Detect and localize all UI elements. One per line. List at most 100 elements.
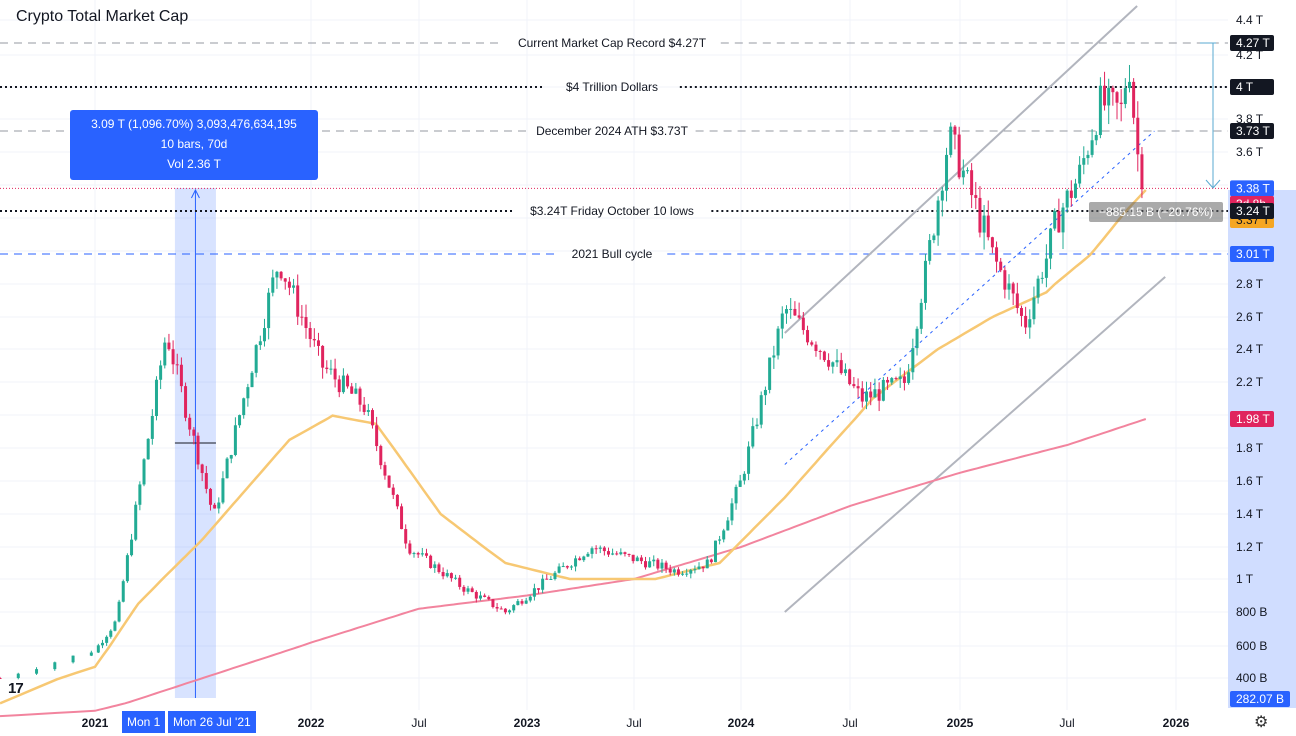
price-label: 3.24 T [1236,204,1270,218]
candle-body [1032,297,1036,320]
candle-body [196,435,200,465]
candle-body [163,342,167,366]
candle-body [470,588,474,592]
time-tick-label: 2021 [82,716,109,730]
candle-body [1003,270,1007,290]
candle-body [701,566,705,569]
candle-body [250,372,254,388]
candle-body [113,621,117,631]
time-tick-label: 2024 [728,716,755,730]
candle-body [923,260,927,303]
candle-body [1069,190,1073,198]
measure-tooltip: 3.09 T (1,096.70%) 3,093,476,634,195 10 … [70,110,318,180]
candle-body [130,539,134,556]
price-label: 4 T [1236,80,1254,94]
price-tick-label: 4.2 T [1236,48,1264,62]
candle-body [491,599,495,608]
candle-body [483,595,487,597]
candle-body [644,561,648,568]
candle-body [341,375,345,393]
candle-body [919,302,923,329]
price-tick-label: 800 B [1236,605,1267,619]
price-tick-label: 2.8 T [1236,277,1264,291]
candle-body [734,486,738,504]
candle-body [1094,135,1098,141]
candle-body [1078,164,1082,184]
candle-body [279,271,283,279]
candle-body [1107,87,1111,106]
measure-range-highlight [174,188,1296,708]
candle-body [936,200,940,236]
candle-body [978,197,982,233]
candle-body [751,426,755,447]
candle-body [582,556,586,561]
candle-body [408,543,412,554]
candle-body [304,317,308,329]
candle-body [312,339,316,341]
candle-body [932,235,936,241]
candle-body [602,547,606,552]
candle-body [869,391,873,398]
candle-body [822,351,826,361]
candle-body [1127,81,1131,89]
gear-icon[interactable]: ⚙ [1254,714,1269,731]
candle-body [877,389,881,401]
channel-line [784,5,1138,334]
time-tick-label: Jul [411,716,426,730]
candle-body [1073,183,1077,198]
candle-body [995,247,999,262]
candle-body [999,261,1003,271]
candle-body [810,342,814,345]
time-tick-label: Jul [1059,716,1074,730]
candle-body [957,134,961,178]
candle-body [1011,283,1015,294]
candle-body [524,600,528,604]
time-tick-label: Jul [842,716,857,730]
candle-body [429,555,433,568]
candle-body [466,588,470,592]
measure-line-3: Vol 2.36 T [167,157,221,171]
hline-label: 2021 Bull cycle [572,247,653,261]
candle-body [615,553,619,555]
candle-body [1057,211,1061,233]
candle-body [316,340,320,346]
candle-body [337,379,341,393]
measure-line-2: 10 bars, 70d [160,137,228,151]
candle-body [150,416,154,439]
candle-body [755,424,759,427]
candle-body [553,572,557,580]
candle-body [1123,88,1127,105]
tradingview-logo-icon[interactable]: 17 [8,680,24,697]
candle-body [759,395,763,425]
candle-body [433,564,437,568]
price-label: 4.27 T [1236,36,1270,50]
candle-body [843,369,847,374]
measure-line-1: 3.09 T (1,096.70%) 3,093,476,634,195 [91,117,297,131]
candle-body [271,277,275,293]
candle-body [329,368,333,370]
candle-body [1082,158,1086,165]
candle-body [672,569,676,573]
candle-body [606,551,610,555]
candle-body [652,559,656,562]
candle-body [138,484,142,505]
candle-body [697,566,701,570]
candle-body [990,237,994,248]
candle-body [784,309,788,314]
candle-body [308,328,312,340]
candle-body [873,389,877,398]
candle-body [915,328,919,349]
candle-body [1136,117,1140,155]
candle-body [856,386,860,389]
time-tick-label: Jul [626,716,641,730]
candle-body [134,504,138,540]
candle-body [358,388,362,405]
candle-body [350,386,354,394]
candle-body [831,362,835,367]
candle-body [192,429,196,436]
candle-body [780,313,784,329]
candle-body [449,573,453,579]
candle-body [105,636,109,643]
candle-body [565,566,569,568]
